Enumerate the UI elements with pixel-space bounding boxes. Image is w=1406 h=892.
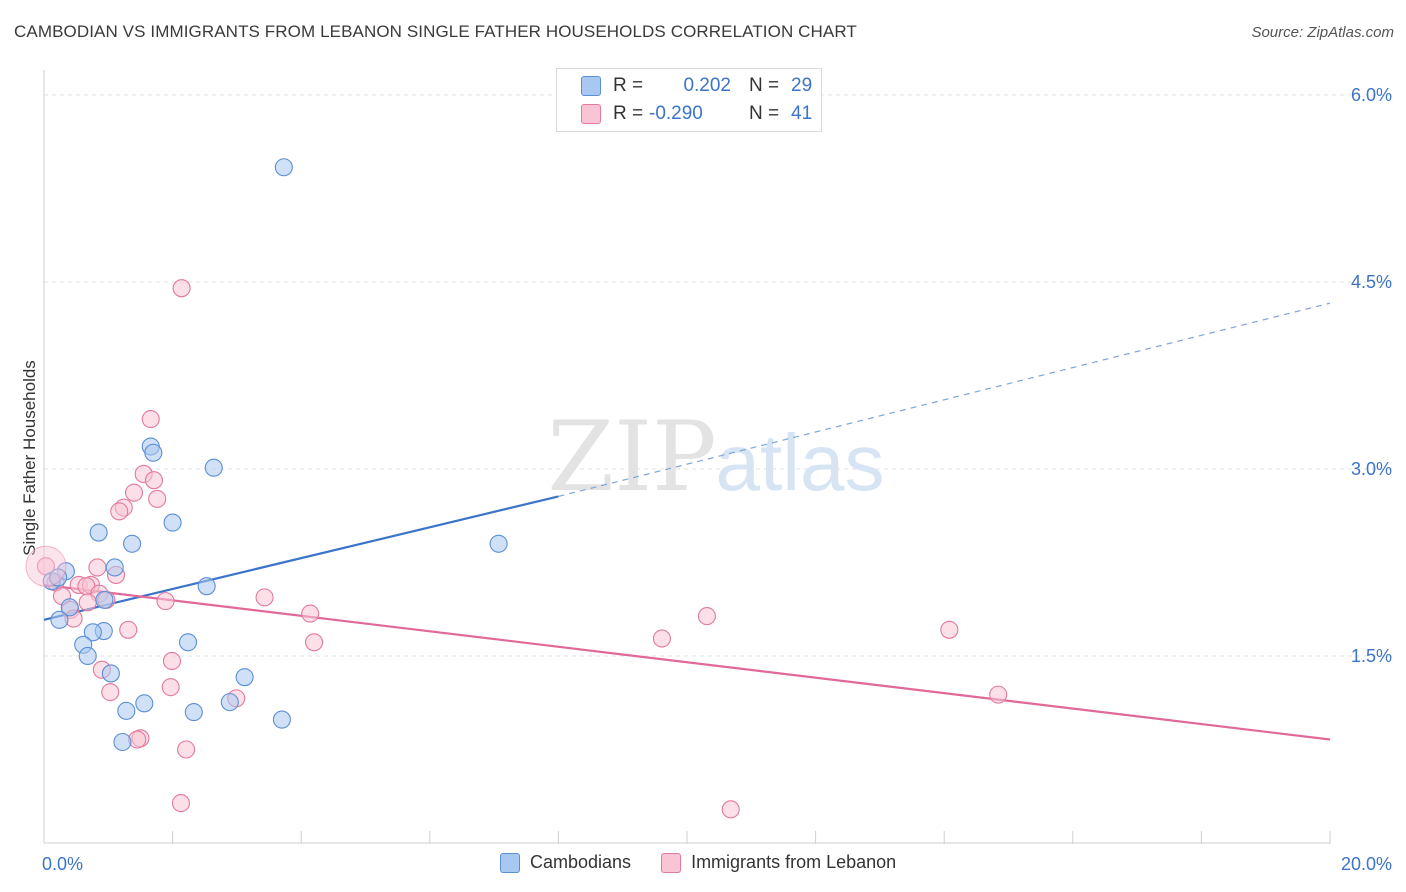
legend-item-cambodians[interactable]: Cambodians [500,852,631,873]
legend-swatch-lebanon [661,852,682,873]
trend-line-cambodians [43,495,559,621]
y-tick-label: 6.0% [1351,85,1392,105]
point-lebanon [721,800,740,819]
point-cambodians [163,513,182,532]
point-cambodians [60,598,79,617]
point-lebanon [652,629,671,648]
trend-lines [43,302,1331,741]
point-lebanon [177,740,196,759]
point-cambodians [83,623,102,642]
legend-r-value: 0.202 [683,75,731,96]
point-cambodians [144,443,163,462]
chart-title: CAMBODIAN VS IMMIGRANTS FROM LEBANON SIN… [14,22,857,41]
point-cambodians [123,534,142,553]
point-lebanon [119,620,138,639]
point-cambodians [235,668,254,687]
point-lebanon [148,489,167,508]
point-cambodians [113,732,132,752]
legend-r-value: -0.290 [649,103,703,124]
legend-row-lebanon: R = -0.290 N = 41 [581,102,812,126]
data-points [25,158,1008,819]
watermark-zip: ZIP [547,401,716,513]
point-cambodians [95,590,114,609]
point-cambodians [489,534,508,553]
point-lebanon [128,730,147,749]
legend-swatch-cambodians [581,76,601,96]
point-lebanon [78,593,97,612]
point-cambodians [105,558,124,577]
gridlines [44,94,1392,657]
y-tick-label: 1.5% [1351,646,1392,666]
legend-item-lebanon[interactable]: Immigrants from Lebanon [661,852,896,873]
point-lebanon-cluster [25,545,67,587]
point-cambodians [101,664,120,683]
point-lebanon [172,279,191,298]
series-legend: Cambodians Immigrants from Lebanon [500,852,926,873]
source-label: Source: ZipAtlas.com [1251,24,1394,41]
point-lebanon [162,651,182,671]
point-lebanon [101,683,120,702]
legend-n-label: N = [749,103,780,124]
watermark-atlas: atlas [716,418,885,507]
point-cambodians [89,523,108,542]
point-lebanon [141,410,160,429]
point-cambodians [117,701,136,720]
watermark: ZIP atlas [547,401,884,513]
point-lebanon [305,633,324,652]
point-cambodians [135,694,154,713]
legend-n-value: 29 [791,75,813,96]
point-cambodians [220,693,239,712]
y-tick-label: 3.0% [1351,459,1392,479]
trend-line-lebanon [43,583,1331,741]
legend-n-value: 41 [791,103,813,124]
point-lebanon [156,592,175,611]
legend-label-cambodians: Cambodians [530,852,632,872]
y-tick-label: 4.5% [1351,272,1392,292]
x-tick-label: 20.0% [1341,854,1392,874]
point-cambodians [78,646,97,666]
point-cambodians [204,458,223,477]
point-lebanon [940,620,959,639]
point-lebanon [301,604,320,623]
point-lebanon [171,794,191,813]
point-cambodians [49,568,68,587]
point-lebanon [989,685,1008,704]
legend-swatch-lebanon [581,104,601,124]
axes [43,70,1331,844]
legend-swatch-cambodians [500,852,520,873]
legend-n-label: N = [749,75,780,96]
point-cambodians [178,633,198,652]
point-cambodians [184,703,203,722]
point-lebanon [697,607,716,626]
legend-row-cambodians: R = 0.202 N = 29 [581,74,812,98]
point-cambodians [50,610,69,629]
point-lebanon [88,558,107,577]
point-cambodians [272,710,291,729]
point-lebanon [255,588,274,607]
point-lebanon [161,678,180,697]
point-cambodians [197,577,216,596]
point-cambodians [274,158,293,177]
point-lebanon [124,483,144,502]
point-lebanon [110,502,129,521]
legend-label-lebanon: Immigrants from Lebanon [691,852,897,872]
legend-r-label: R = [613,103,644,124]
legend-r-label: R = [613,75,644,96]
correlation-legend: R = 0.202 N = 29 R = -0.290 N = 41 [556,68,822,132]
x-tick-label: 0.0% [42,854,83,874]
point-lebanon [144,471,164,490]
tick-labels: 1.5% 3.0% 4.5% 6.0% 0.0% 20.0% [42,85,1392,874]
trend-line-cambodians-extrapolated [558,302,1331,497]
